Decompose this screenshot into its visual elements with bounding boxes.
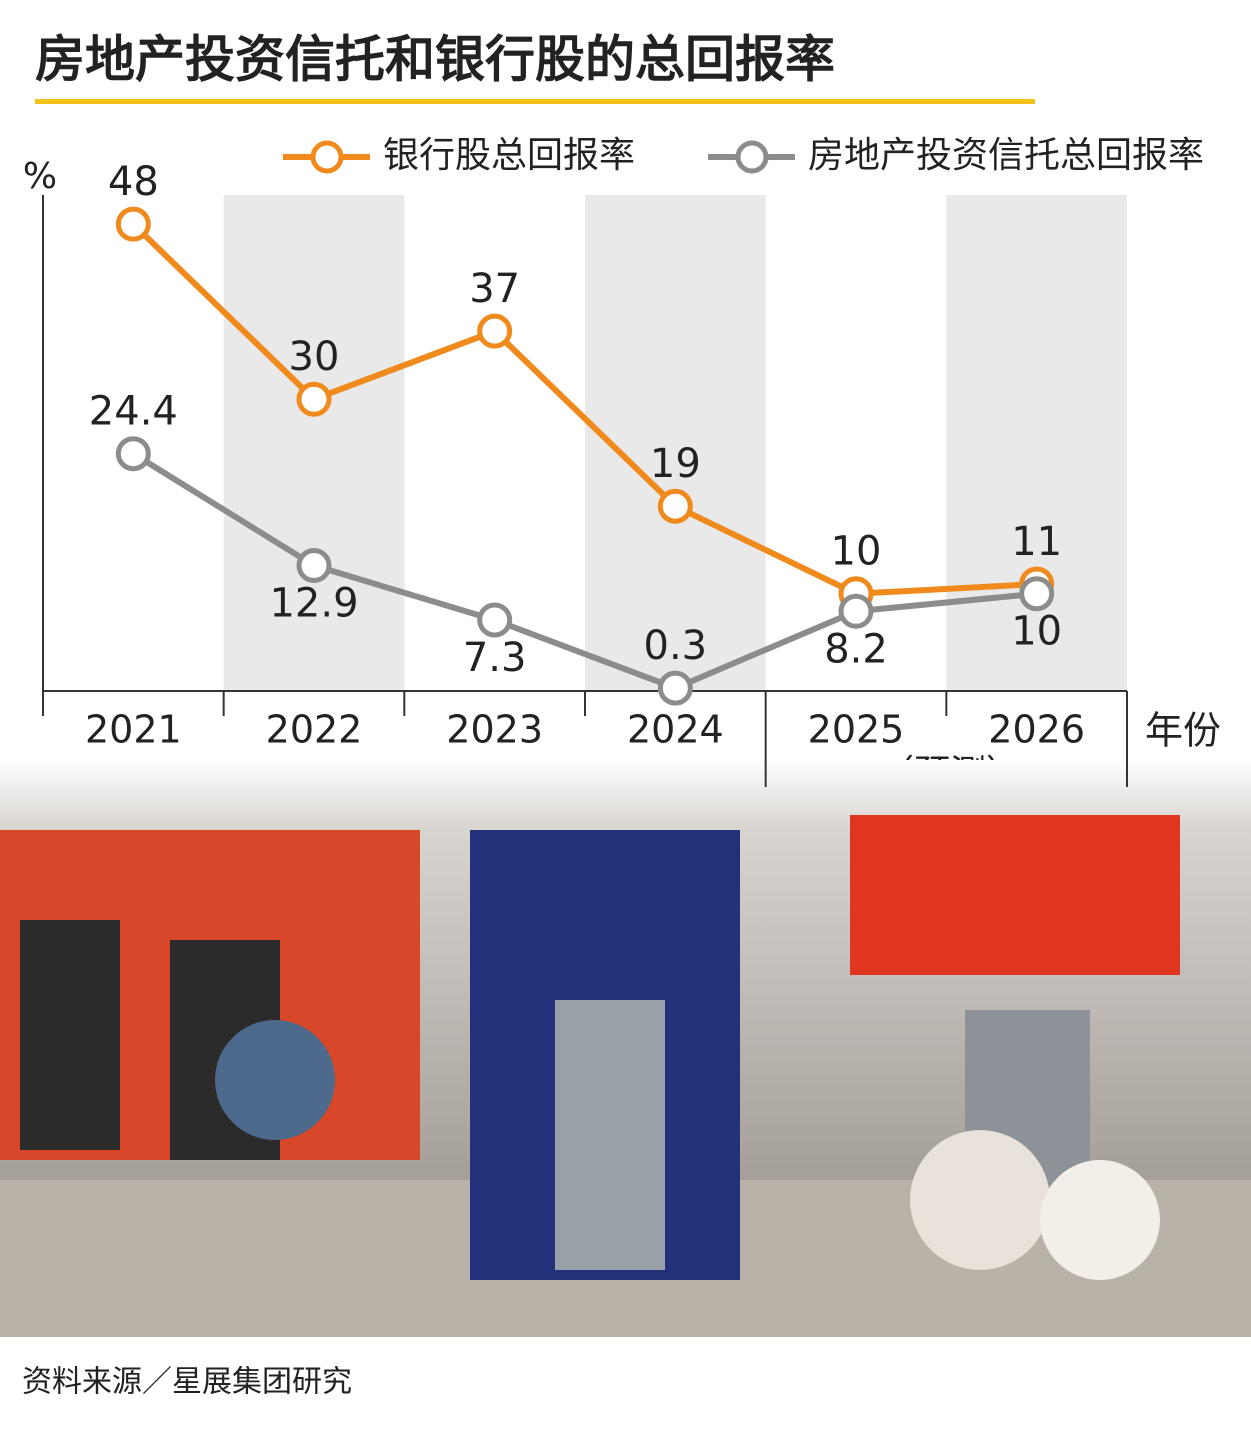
data-point [115,436,151,472]
series-line [131,451,1037,692]
photo-atm [20,920,120,1150]
x-tick-label: 2023 [446,708,543,752]
legend-label: 银行股总回报率 [383,135,635,176]
data-label: 19 [650,441,701,487]
photo-person [1040,1160,1160,1280]
chart-title: 房地产投资信托和银行股的总回报率 [35,31,835,89]
data-point [477,313,513,349]
column-band [223,195,405,691]
data-label: 24.4 [89,389,178,435]
data-point [296,548,332,584]
data-label: 10 [831,529,882,575]
data-point [477,602,513,638]
x-tick-label: 2026 [988,708,1085,752]
data-label: 30 [289,334,340,380]
data-label: 37 [469,266,520,312]
data-point [838,593,874,629]
data-label: 12.9 [269,581,358,627]
x-tick-label: 2021 [85,708,182,752]
photo-person [215,1020,335,1140]
data-point [657,488,693,524]
y-axis-label: % [23,156,57,197]
data-label: 11 [1011,519,1062,565]
data-label: 8.2 [824,626,888,672]
photo-person [910,1130,1050,1270]
column-bands [223,195,1127,691]
legend-marker [310,140,344,174]
series-line [131,222,1037,597]
photo [0,760,1251,1337]
data-label: 10 [1011,609,1062,655]
data-point [1019,576,1055,612]
column-band [585,195,766,691]
data-label: 48 [108,159,159,205]
data-point [115,206,151,242]
title-underline [35,99,1035,104]
source-note: 资料来源／星展集团研究 [22,1365,352,1400]
x-axis-label: 年份 [1145,709,1221,753]
photo-atm [555,1000,665,1270]
data-point [296,381,332,417]
photo-atm-booth [850,815,1180,975]
x-tick-label: 2025 [808,708,905,752]
data-label: 0.3 [644,623,708,669]
x-tick-label: 2024 [627,708,724,752]
legend-marker [735,140,769,174]
data-label: 7.3 [463,635,527,681]
legend-label: 房地产投资信托总回报率 [808,135,1204,176]
x-tick-label: 2022 [266,708,363,752]
data-point [657,670,693,706]
